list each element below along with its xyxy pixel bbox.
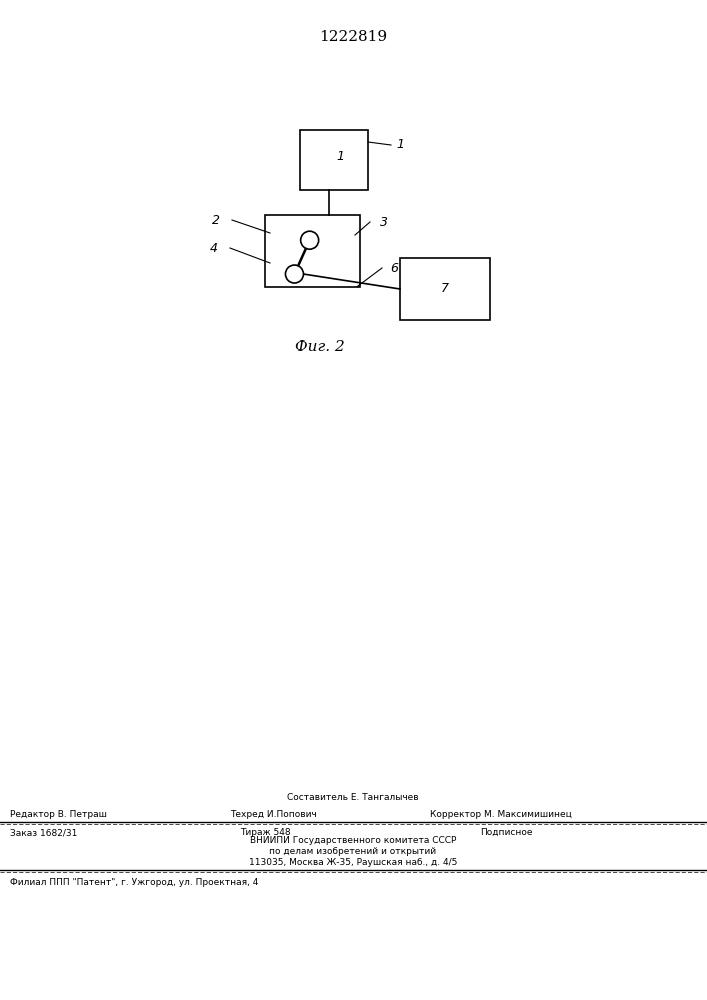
Text: 1: 1 <box>396 138 404 151</box>
Text: Составитель Е. Тангалычев: Составитель Е. Тангалычев <box>287 793 419 802</box>
Circle shape <box>300 231 319 249</box>
Text: 4: 4 <box>210 241 218 254</box>
Text: Редактор В. Петраш: Редактор В. Петраш <box>10 810 107 819</box>
Text: Заказ 1682/31: Заказ 1682/31 <box>10 828 77 837</box>
Text: 6: 6 <box>390 261 398 274</box>
Bar <box>265 215 360 287</box>
Circle shape <box>286 265 303 283</box>
Text: Техред И.Попович: Техред И.Попович <box>230 810 317 819</box>
Text: 7: 7 <box>441 282 449 296</box>
Text: 2: 2 <box>212 214 220 227</box>
Text: 3: 3 <box>380 216 388 229</box>
Text: ВНИИПИ Государственного комитета СССР: ВНИИПИ Государственного комитета СССР <box>250 836 456 845</box>
Text: 113035, Москва Ж-35, Раушская наб., д. 4/5: 113035, Москва Ж-35, Раушская наб., д. 4… <box>249 858 457 867</box>
Text: Подписное: Подписное <box>480 828 532 837</box>
Bar <box>300 130 368 190</box>
Text: 1: 1 <box>337 150 345 163</box>
Bar <box>400 258 490 320</box>
Text: Корректор М. Максимишинец: Корректор М. Максимишинец <box>430 810 572 819</box>
Text: 1222819: 1222819 <box>319 30 387 44</box>
Text: Филиал ППП "Патент", г. Ужгород, ул. Проектная, 4: Филиал ППП "Патент", г. Ужгород, ул. Про… <box>10 878 258 887</box>
Text: по делам изобретений и открытий: по делам изобретений и открытий <box>269 847 436 856</box>
Text: Тираж 548: Тираж 548 <box>240 828 291 837</box>
Text: Фиг. 2: Фиг. 2 <box>295 340 345 354</box>
